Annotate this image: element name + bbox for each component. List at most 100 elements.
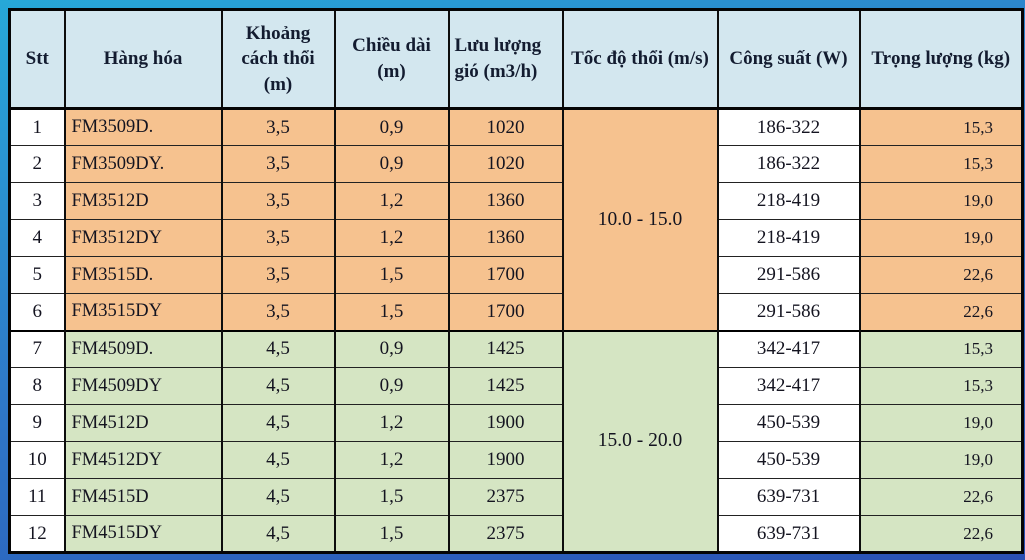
- cell-weight: 15,3: [858, 329, 1024, 368]
- cell-stt: 11: [8, 478, 66, 516]
- cell-product: FM4509DY: [63, 367, 223, 405]
- cell-distance: 3,5: [220, 182, 336, 220]
- header-power: Công suất (W): [716, 9, 861, 110]
- cell-product: FM3515DY: [63, 293, 223, 331]
- cell-weight: 19,0: [858, 404, 1024, 442]
- cell-weight: 19,0: [858, 441, 1024, 479]
- cell-distance: 3,5: [220, 108, 336, 146]
- cell-airflow: 1425: [447, 367, 564, 405]
- cell-product: FM4512D: [63, 404, 223, 442]
- cell-speed-range: 15.0 - 20.0: [561, 329, 719, 553]
- cell-length: 1,5: [333, 515, 450, 553]
- table-row: 7 FM4509D. 4,5 0,9 1425 15.0 - 20.0 342-417 15,…: [8, 329, 1024, 553]
- cell-airflow: 1360: [447, 219, 564, 257]
- header-weight: Trọng lượng (kg): [858, 9, 1024, 110]
- cell-weight: 19,0: [858, 182, 1024, 220]
- table-row: 8 FM4509DY 4,5 0,9 1425 342-417 15,3: [8, 367, 1024, 405]
- cell-stt: 3: [8, 182, 66, 220]
- cell-product: FM4512DY: [63, 441, 223, 479]
- cell-power: 186-322: [716, 145, 861, 183]
- cell-weight: 22,6: [858, 293, 1024, 331]
- table-row: 11 FM4515D 4,5 1,5 2375 639-731 22,6: [8, 478, 1024, 516]
- cell-airflow: 1020: [447, 145, 564, 183]
- cell-distance: 4,5: [220, 367, 336, 405]
- cell-stt: 12: [8, 515, 66, 553]
- cell-power: 218-419: [716, 219, 861, 257]
- table-row: 9 FM4512D 4,5 1,2 1900 450-539 19,0: [8, 404, 1024, 442]
- table-row: 4 FM3512DY 3,5 1,2 1360 218-419 19,0: [8, 219, 1024, 257]
- cell-stt: 1: [8, 108, 66, 146]
- cell-weight: 22,6: [858, 515, 1024, 553]
- cell-airflow: 2375: [447, 478, 564, 516]
- cell-length: 1,5: [333, 256, 450, 294]
- table-row: 12 FM4515DY 4,5 1,5 2375 639-731 22,6: [8, 515, 1024, 553]
- cell-length: 1,2: [333, 404, 450, 442]
- cell-power: 291-586: [716, 256, 861, 294]
- cell-length: 1,2: [333, 441, 450, 479]
- cell-length: 0,9: [333, 108, 450, 146]
- cell-airflow: 2375: [447, 515, 564, 553]
- cell-distance: 3,5: [220, 219, 336, 257]
- cell-distance: 3,5: [220, 145, 336, 183]
- cell-product: FM4509D.: [63, 329, 223, 368]
- header-length: Chiều dài (m): [333, 9, 450, 110]
- cell-stt: 5: [8, 256, 66, 294]
- table-body: 1 FM3509D. 3,5 0,9 1020 10.0 - 15.0 186-322 15,…: [8, 108, 1024, 553]
- cell-product: FM4515DY: [63, 515, 223, 553]
- cell-airflow: 1900: [447, 404, 564, 442]
- cell-product: FM3509DY.: [63, 145, 223, 183]
- cell-airflow: 1020: [447, 108, 564, 146]
- cell-power: 639-731: [716, 515, 861, 553]
- cell-distance: 4,5: [220, 441, 336, 479]
- cell-airflow: 1360: [447, 182, 564, 220]
- cell-stt: 6: [8, 293, 66, 331]
- cell-speed-range: 10.0 - 15.0: [561, 108, 719, 331]
- table-row: 1 FM3509D. 3,5 0,9 1020 10.0 - 15.0 186-322 15,…: [8, 108, 1024, 331]
- cell-weight: 22,6: [858, 478, 1024, 516]
- cell-stt: 10: [8, 441, 66, 479]
- cell-stt: 9: [8, 404, 66, 442]
- cell-weight: 15,3: [858, 367, 1024, 405]
- cell-power: 342-417: [716, 367, 861, 405]
- cell-distance: 4,5: [220, 478, 336, 516]
- product-spec-table: Stt Hàng hóa Khoảng cách thổi (m) Chiều …: [8, 8, 1024, 554]
- cell-product: FM4515D: [63, 478, 223, 516]
- cell-power: 342-417: [716, 329, 861, 368]
- cell-length: 0,9: [333, 329, 450, 368]
- header-distance: Khoảng cách thổi (m): [220, 9, 336, 110]
- cell-product: FM3515D.: [63, 256, 223, 294]
- header-stt: Stt: [8, 9, 66, 110]
- cell-length: 0,9: [333, 367, 450, 405]
- cell-distance: 4,5: [220, 404, 336, 442]
- cell-power: 186-322: [716, 108, 861, 146]
- cell-length: 1,2: [333, 219, 450, 257]
- table-header: Stt Hàng hóa Khoảng cách thổi (m) Chiều …: [8, 9, 1024, 110]
- cell-product: FM3509D.: [63, 108, 223, 146]
- cell-power: 218-419: [716, 182, 861, 220]
- cell-length: 1,2: [333, 182, 450, 220]
- cell-weight: 15,3: [858, 108, 1024, 146]
- cell-product: FM3512D: [63, 182, 223, 220]
- header-speed: Tốc độ thổi (m/s): [561, 9, 719, 110]
- cell-stt: 2: [8, 145, 66, 183]
- cell-power: 450-539: [716, 441, 861, 479]
- cell-airflow: 1425: [447, 329, 564, 368]
- cell-length: 0,9: [333, 145, 450, 183]
- header-row: Stt Hàng hóa Khoảng cách thổi (m) Chiều …: [8, 9, 1024, 110]
- header-airflow: Lưu lượng gió (m3/h): [447, 9, 564, 110]
- cell-distance: 3,5: [220, 256, 336, 294]
- cell-airflow: 1700: [447, 293, 564, 331]
- cell-weight: 19,0: [858, 219, 1024, 257]
- cell-airflow: 1700: [447, 256, 564, 294]
- table-row: 5 FM3515D. 3,5 1,5 1700 291-586 22,6: [8, 256, 1024, 294]
- cell-stt: 4: [8, 219, 66, 257]
- cell-power: 639-731: [716, 478, 861, 516]
- cell-power: 291-586: [716, 293, 861, 331]
- header-product: Hàng hóa: [63, 9, 223, 110]
- table-row: 6 FM3515DY 3,5 1,5 1700 291-586 22,6: [8, 293, 1024, 331]
- cell-product: FM3512DY: [63, 219, 223, 257]
- table-row: 3 FM3512D 3,5 1,2 1360 218-419 19,0: [8, 182, 1024, 220]
- cell-stt: 8: [8, 367, 66, 405]
- cell-length: 1,5: [333, 293, 450, 331]
- cell-weight: 15,3: [858, 145, 1024, 183]
